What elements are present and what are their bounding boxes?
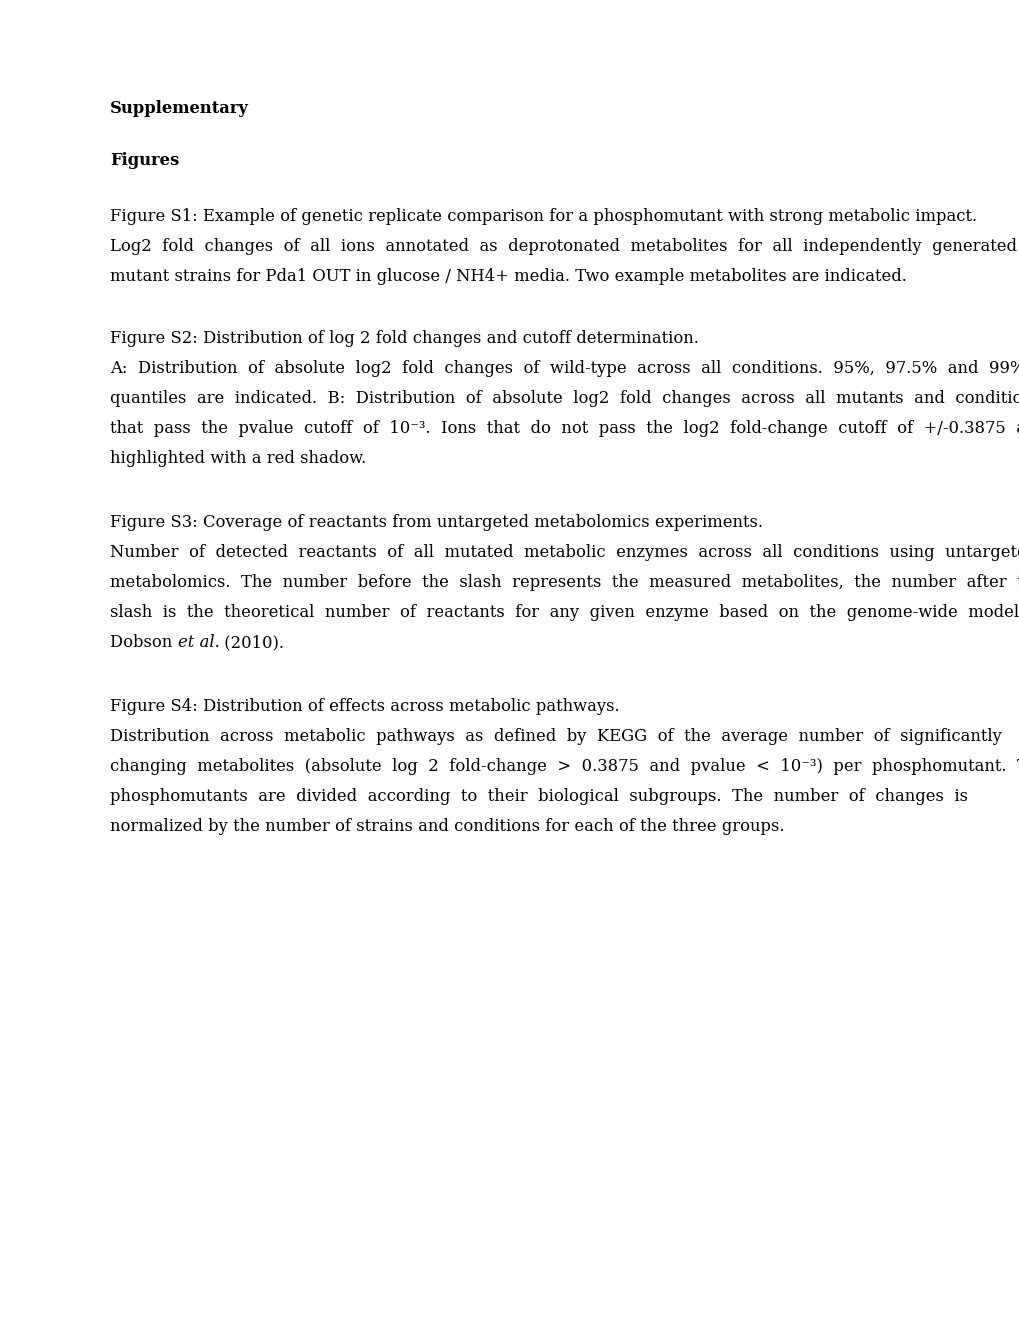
Text: Figure S3: Coverage of reactants from untargeted metabolomics experiments.: Figure S3: Coverage of reactants from un… xyxy=(110,513,762,531)
Text: Figure S2: Distribution of log 2 fold changes and cutoff determination.: Figure S2: Distribution of log 2 fold ch… xyxy=(110,330,698,347)
Text: phosphomutants  are  divided  according  to  their  biological  subgroups.  The : phosphomutants are divided according to … xyxy=(110,788,967,805)
Text: Supplementary: Supplementary xyxy=(110,100,249,117)
Text: Number  of  detected  reactants  of  all  mutated  metabolic  enzymes  across  a: Number of detected reactants of all muta… xyxy=(110,544,1019,561)
Text: normalized by the number of strains and conditions for each of the three groups.: normalized by the number of strains and … xyxy=(110,818,784,836)
Text: slash  is  the  theoretical  number  of  reactants  for  any  given  enzyme  bas: slash is the theoretical number of react… xyxy=(110,605,1019,620)
Text: Figure S1: Example of genetic replicate comparison for a phosphomutant with stro: Figure S1: Example of genetic replicate … xyxy=(110,209,976,224)
Text: A:  Distribution  of  absolute  log2  fold  changes  of  wild-type  across  all : A: Distribution of absolute log2 fold ch… xyxy=(110,360,1019,378)
Text: Distribution  across  metabolic  pathways  as  defined  by  KEGG  of  the  avera: Distribution across metabolic pathways a… xyxy=(110,729,1001,744)
Text: mutant strains for Pda1 OUT in glucose / NH4+ media. Two example metabolites are: mutant strains for Pda1 OUT in glucose /… xyxy=(110,268,906,285)
Text: that  pass  the  pvalue  cutoff  of  10⁻³.  Ions  that  do  not  pass  the  log2: that pass the pvalue cutoff of 10⁻³. Ion… xyxy=(110,420,1019,437)
Text: Figure S4: Distribution of effects across metabolic pathways.: Figure S4: Distribution of effects acros… xyxy=(110,698,619,715)
Text: Figures: Figures xyxy=(110,152,179,169)
Text: et al.: et al. xyxy=(177,634,219,651)
Text: Dobson: Dobson xyxy=(110,634,177,651)
Text: changing  metabolites  (absolute  log  2  fold-change  >  0.3875  and  pvalue  <: changing metabolites (absolute log 2 fol… xyxy=(110,758,1019,775)
Text: quantiles  are  indicated.  B:  Distribution  of  absolute  log2  fold  changes : quantiles are indicated. B: Distribution… xyxy=(110,389,1019,407)
Text: (2010).: (2010). xyxy=(219,634,284,651)
Text: metabolomics.  The  number  before  the  slash  represents  the  measured  metab: metabolomics. The number before the slas… xyxy=(110,574,1019,591)
Text: highlighted with a red shadow.: highlighted with a red shadow. xyxy=(110,450,366,467)
Text: Log2  fold  changes  of  all  ions  annotated  as  deprotonated  metabolites  fo: Log2 fold changes of all ions annotated … xyxy=(110,238,1016,255)
